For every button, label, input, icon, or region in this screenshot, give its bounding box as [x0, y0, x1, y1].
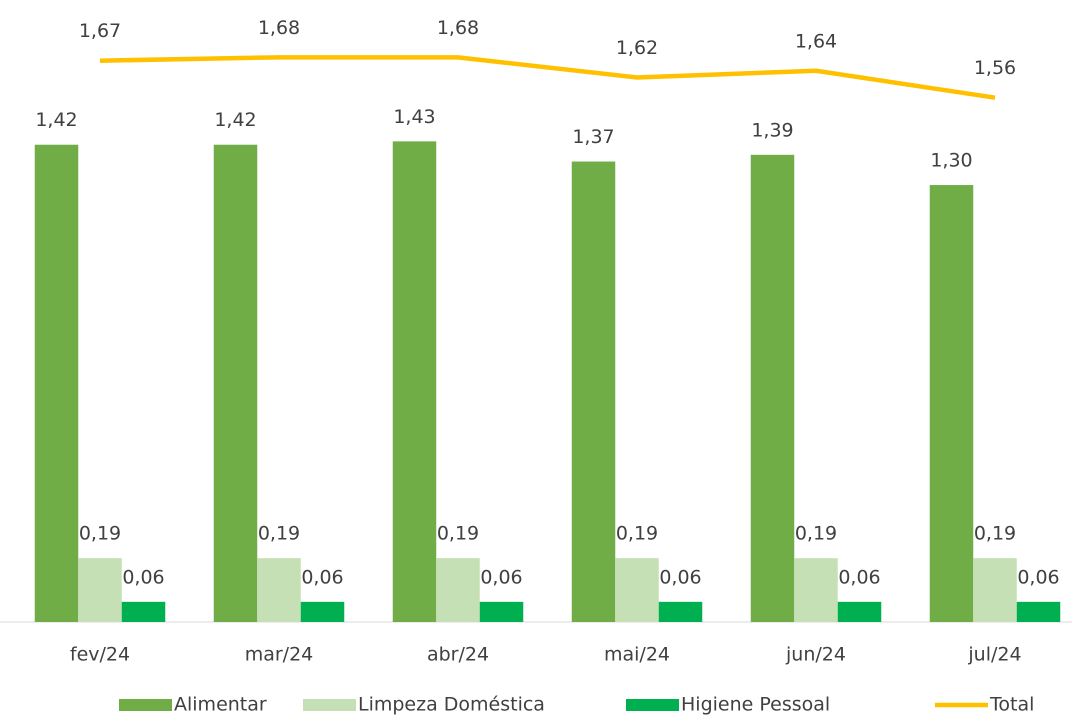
- x-tick-label: mai/24: [604, 644, 670, 666]
- bar: [78, 558, 122, 622]
- bar: [213, 144, 258, 622]
- bar: [436, 558, 480, 622]
- bar: [257, 558, 301, 622]
- data-label: 1,43: [393, 106, 435, 128]
- data-label: 1,42: [35, 109, 77, 131]
- legend-swatch: [119, 699, 172, 711]
- data-label: 0,06: [1017, 566, 1059, 588]
- data-label: 0,19: [616, 523, 658, 545]
- data-label: 0,06: [838, 566, 880, 588]
- bar: [658, 601, 703, 622]
- data-label: 0,06: [659, 566, 701, 588]
- x-tick-label: abr/24: [427, 644, 489, 666]
- data-label: 1,39: [751, 119, 793, 141]
- legend-label: Alimentar: [174, 694, 267, 715]
- data-label: 0,19: [258, 523, 300, 545]
- bar: [300, 601, 345, 622]
- bar: [1016, 601, 1061, 622]
- x-tick-label: fev/24: [70, 644, 130, 666]
- data-label: 1,68: [258, 17, 300, 39]
- data-label: 0,06: [301, 566, 343, 588]
- data-label: 0,06: [122, 566, 164, 588]
- bar: [34, 144, 79, 622]
- x-tick-label: mar/24: [245, 644, 314, 666]
- data-label: 1,30: [930, 150, 972, 172]
- data-label: 0,19: [974, 523, 1016, 545]
- data-label: 0,19: [795, 523, 837, 545]
- data-label: 0,19: [79, 523, 121, 545]
- data-label: 0,06: [480, 566, 522, 588]
- bar: [929, 185, 974, 623]
- bar: [837, 601, 882, 622]
- data-label: 1,64: [795, 30, 837, 52]
- data-label: 1,62: [616, 37, 658, 59]
- data-label: 1,56: [974, 57, 1016, 79]
- data-label: 1,42: [214, 109, 256, 131]
- data-label: 1,68: [437, 17, 479, 39]
- bar: [973, 558, 1017, 622]
- bar: [615, 558, 659, 622]
- bar: [121, 601, 166, 622]
- legend-label: Higiene Pessoal: [681, 694, 830, 715]
- legend-swatch: [626, 699, 679, 711]
- legend-label: Total: [989, 694, 1034, 715]
- bar: [392, 141, 437, 622]
- x-tick-label: jun/24: [785, 644, 846, 666]
- data-label: 1,37: [572, 126, 614, 148]
- data-label: 1,67: [79, 20, 121, 42]
- bar: [750, 154, 795, 623]
- bar: [794, 558, 838, 622]
- bar: [571, 161, 616, 622]
- data-label: 0,19: [437, 523, 479, 545]
- x-tick-label: jul/24: [967, 644, 1021, 666]
- legend-label: Limpeza Doméstica: [358, 694, 545, 715]
- line: [99, 55, 996, 100]
- bar: [479, 601, 524, 622]
- legend-swatch: [303, 699, 356, 711]
